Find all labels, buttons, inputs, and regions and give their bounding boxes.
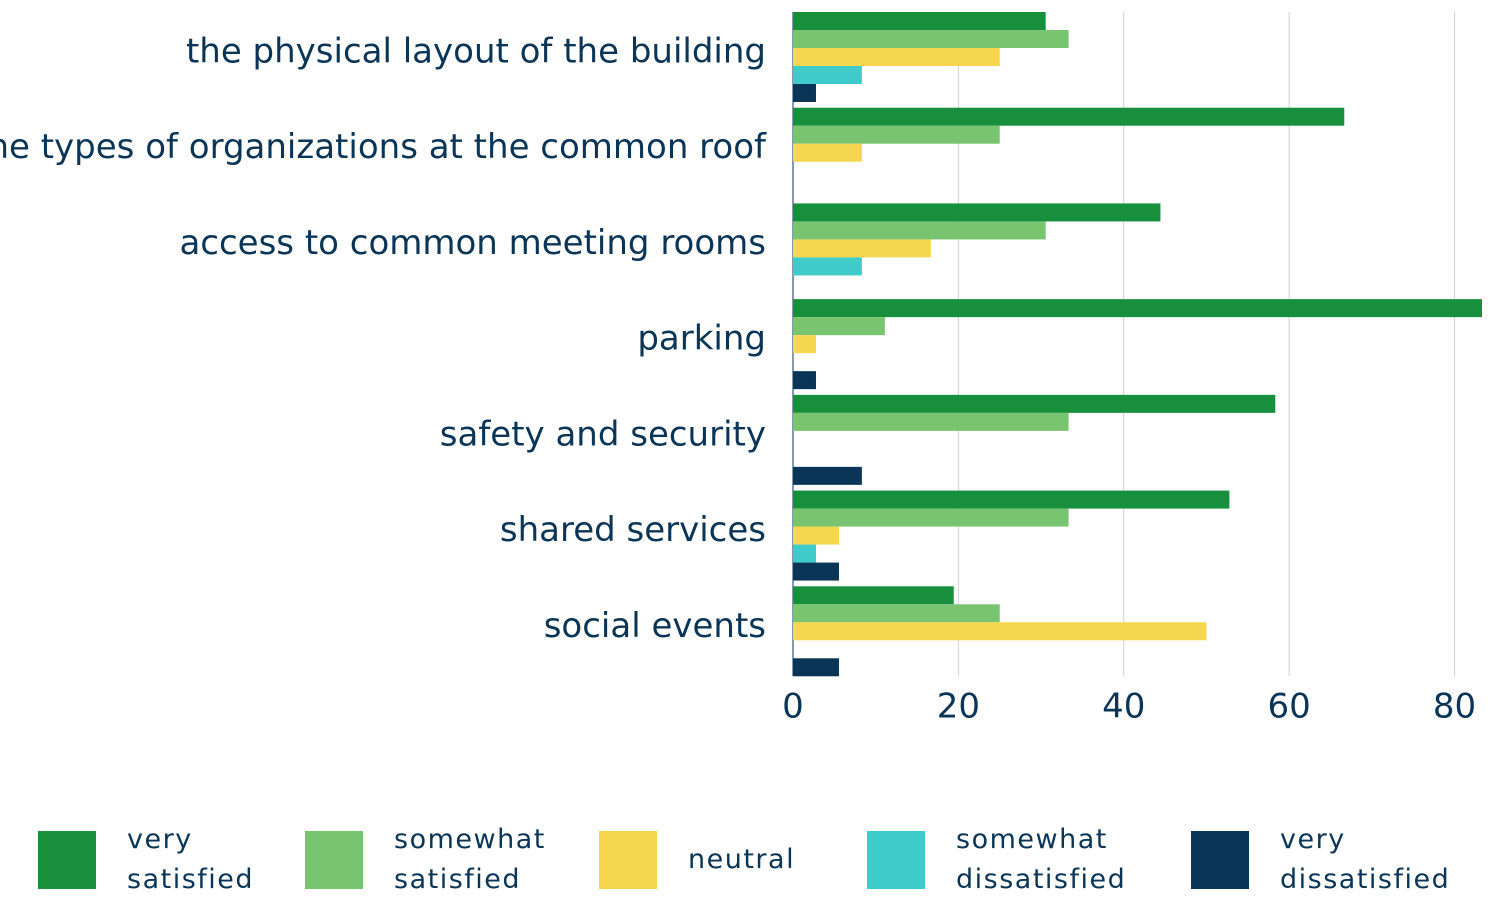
bar: [793, 371, 816, 390]
bar: [793, 622, 1207, 641]
bar: [793, 257, 862, 276]
legend-swatch: [38, 831, 96, 889]
bar: [793, 562, 839, 581]
legend-item: very dissatisfied: [1191, 824, 1449, 895]
legend-item: very satisfied: [38, 824, 292, 895]
legend-swatch: [305, 831, 363, 889]
y-tick-label: safety and security: [440, 414, 766, 454]
bar: [793, 30, 1069, 48]
bar: [793, 48, 1000, 66]
legend-label: neutral: [688, 844, 796, 875]
bar: [793, 412, 1069, 431]
bar: [793, 508, 1069, 527]
x-tick-label: 60: [1267, 687, 1310, 727]
bar: [793, 12, 1046, 30]
x-tick-label: 80: [1433, 687, 1476, 727]
y-tick-label: the types of organizations at the common…: [0, 127, 767, 167]
bar: [793, 335, 816, 354]
y-tick-label: parking: [637, 319, 766, 359]
legend-swatch: [867, 831, 925, 889]
bar: [793, 125, 1000, 144]
legend-item: somewhat satisfied: [305, 824, 559, 895]
bar: [793, 526, 839, 545]
legend-item: neutral: [599, 831, 853, 889]
bar: [793, 544, 816, 563]
bar: [793, 107, 1345, 126]
bar: [793, 221, 1046, 240]
y-tick-label: the physical layout of the building: [186, 32, 766, 72]
x-tick-label: 20: [937, 687, 980, 727]
bar: [793, 604, 1000, 623]
x-tick-label: 0: [782, 687, 804, 727]
bar: [793, 239, 931, 258]
legend-label: somewhat satisfied: [394, 824, 546, 895]
bar: [793, 658, 839, 677]
bar: [793, 586, 954, 605]
legend-swatch: [1191, 831, 1249, 889]
x-tick-label: 40: [1102, 687, 1145, 727]
bar: [793, 466, 862, 485]
y-tick-label: social events: [544, 606, 766, 646]
y-tick-label: shared services: [500, 510, 766, 550]
chart: 0 20 40 60 80 the physical layout of the buil…: [0, 12, 1482, 727]
bar: [793, 84, 816, 102]
bar: [793, 203, 1161, 222]
bar: [793, 66, 862, 84]
bar: [793, 143, 862, 162]
legend-swatch: [599, 831, 657, 889]
legend-label: very dissatisfied: [1280, 824, 1451, 895]
legend-item: somewhat dissatisfied: [867, 824, 1125, 895]
legend-label: very satisfied: [127, 824, 255, 895]
legend-label: somewhat dissatisfied: [956, 824, 1127, 895]
y-tick-label: access to common meeting rooms: [179, 223, 766, 263]
bar: [793, 317, 885, 336]
bar: [793, 299, 1482, 318]
bar: [793, 490, 1230, 509]
bar: [793, 394, 1276, 413]
